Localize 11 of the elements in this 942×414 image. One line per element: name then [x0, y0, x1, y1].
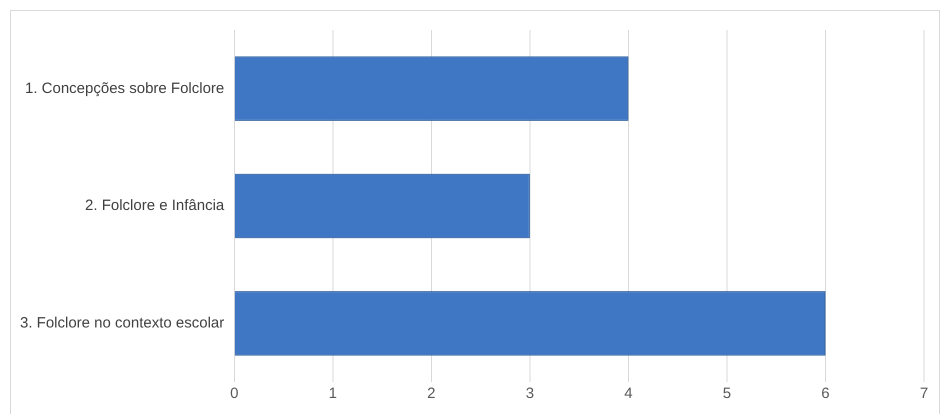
y-tick-label: 1. Concepções sobre Folclore [24, 80, 224, 97]
x-tick-label: 0 [230, 385, 238, 402]
x-tick-label: 1 [328, 385, 337, 402]
y-tick-label: 2. Folclore e Infância [85, 197, 225, 214]
x-tick-label: 3 [526, 385, 534, 402]
x-tick-label: 6 [821, 385, 830, 402]
x-tick-label: 5 [722, 385, 732, 402]
x-tick-label: 4 [624, 385, 633, 402]
x-tick-label: 2 [427, 385, 436, 402]
x-tick-label: 7 [920, 385, 928, 402]
y-tick-label: 3. Folclore no contexto escolar [20, 314, 224, 332]
